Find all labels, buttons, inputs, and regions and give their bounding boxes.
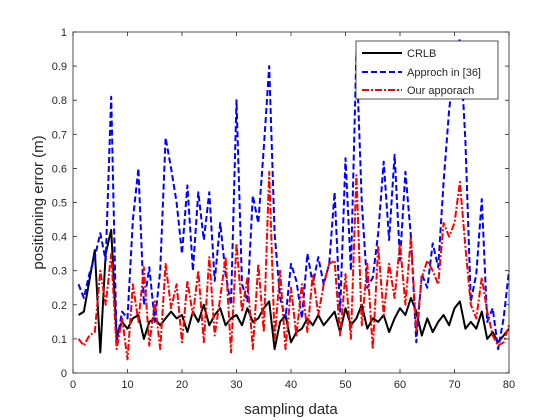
y-axis-label: positioning error (m) (30, 135, 47, 269)
y-tick-label: 0.3 (52, 266, 67, 278)
y-tick-label: 0 (61, 368, 67, 380)
x-tick-label: 30 (230, 379, 242, 391)
ticks-layer: 0 10 20 30 40 50 60 70 80 0 0.1 0.2 0.3 0.4 0.5 0.6 0.7 0… (52, 27, 515, 391)
y-tick-label: 0.2 (52, 300, 67, 312)
legend-label-approch: Approch in [36] (407, 67, 481, 79)
legend-label-our: Our apporach (407, 85, 474, 97)
legend-label-crlb: CRLB (407, 48, 436, 60)
x-tick-label: 80 (503, 379, 515, 391)
series-line-0 (77, 228, 510, 354)
y-tick-label: 0.4 (52, 232, 67, 244)
x-tick-label: 20 (176, 379, 188, 391)
legend: CRLB Approch in [36] Our apporach (355, 40, 499, 100)
x-tick-label: 0 (70, 379, 76, 391)
y-tick-label: 0.7 (52, 129, 67, 141)
y-tick-label: 0.9 (52, 61, 67, 73)
series-line-2 (77, 170, 510, 361)
x-tick-label: 40 (285, 379, 297, 391)
y-tick-label: 1 (61, 27, 67, 39)
x-tick-label: 60 (394, 379, 406, 391)
y-tick-label: 0.8 (52, 95, 67, 107)
x-tick-label: 50 (339, 379, 351, 391)
x-tick-label: 70 (448, 379, 460, 391)
x-tick-label: 10 (121, 379, 133, 391)
y-tick-label: 0.1 (52, 334, 67, 346)
y-tick-label: 0.6 (52, 163, 67, 175)
x-axis-label: sampling data (244, 401, 338, 418)
y-tick-label: 0.5 (52, 198, 67, 210)
series-line-1 (77, 37, 510, 351)
series-layer (77, 37, 510, 361)
